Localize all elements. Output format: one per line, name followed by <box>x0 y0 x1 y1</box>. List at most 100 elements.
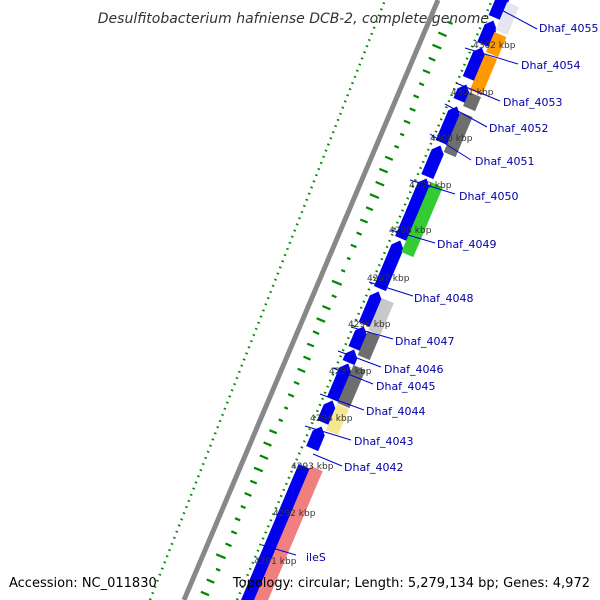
gc-dash <box>268 429 278 435</box>
gene-feature-gene-forward[interactable] <box>421 145 444 180</box>
gc-dash <box>249 479 258 485</box>
gc-dash <box>422 69 431 75</box>
tick-label: 4293 kbp <box>291 462 334 472</box>
accession-text: Accession: NC_011830 <box>9 576 157 591</box>
gene-feature-gene-forward[interactable] <box>306 426 325 452</box>
gene-label-dhaf-4055[interactable]: Dhaf_4055 <box>539 22 599 35</box>
gc-dash <box>215 553 226 560</box>
gc-dash <box>378 167 389 174</box>
tick-label: 4296 kbp <box>348 320 391 330</box>
genome-summary-text: Topology: circular; Length: 5,279,134 bp… <box>232 576 590 591</box>
gene-feature-gene-forward[interactable] <box>462 47 486 82</box>
gc-dash <box>287 393 295 398</box>
tick-label: 4291 kbp <box>254 557 297 567</box>
gc-dash <box>215 567 221 572</box>
gene-feature-yellow[interactable] <box>326 404 349 436</box>
gene-feature-dark-gray[interactable] <box>357 331 380 361</box>
gene-label-dhaf-4050[interactable]: Dhaf_4050 <box>459 190 519 203</box>
gene-label-dhaf-4047[interactable]: Dhaf_4047 <box>395 335 455 348</box>
gc-dash <box>432 43 442 50</box>
gene-label-dhaf-4053[interactable]: Dhaf_4053 <box>503 96 563 109</box>
gene-label-ileS[interactable]: ileS <box>306 551 326 564</box>
tick-label: 4292 kbp <box>273 509 316 519</box>
gene-feature-lavender[interactable] <box>495 2 520 36</box>
gene-label-dhaf-4048[interactable]: Dhaf_4048 <box>414 292 474 305</box>
gene-label-dhaf-4054[interactable]: Dhaf_4054 <box>521 59 581 72</box>
gc-dash <box>283 406 289 410</box>
backbone-line <box>181 0 441 600</box>
gene-feature-gene-forward[interactable] <box>395 178 430 242</box>
gc-dash <box>384 155 394 161</box>
gc-dash <box>394 144 400 149</box>
gc-dash <box>369 193 380 200</box>
gc-dash <box>375 180 385 187</box>
tick-label: 4298 kbp <box>389 226 432 236</box>
gc-dash <box>297 367 306 374</box>
gene-feature-dark-gray[interactable] <box>337 365 366 409</box>
gene-feature-dark-gray[interactable] <box>463 92 481 112</box>
gc-dash <box>428 56 436 62</box>
gc-content-dashes <box>200 20 454 597</box>
gc-dash <box>350 243 357 249</box>
gc-dash <box>234 517 241 522</box>
gc-dash <box>322 304 331 311</box>
label-leader-lines <box>261 5 538 556</box>
gene-label-dhaf-4046[interactable]: Dhaf_4046 <box>384 363 444 376</box>
gene-label-dhaf-4045[interactable]: Dhaf_4045 <box>376 380 436 393</box>
gc-dash <box>418 82 425 87</box>
gene-feature-gene-forward[interactable] <box>241 464 311 600</box>
map-title: Desulfitobacterium hafniense DCB-2, comp… <box>98 11 489 27</box>
gc-dash <box>244 491 252 497</box>
gc-dash <box>259 454 269 460</box>
gc-dash <box>409 107 416 112</box>
gc-dash <box>293 380 300 386</box>
gc-dash <box>230 530 238 535</box>
gene-label-dhaf-4042[interactable]: Dhaf_4042 <box>344 461 404 474</box>
gene-label-dhaf-4043[interactable]: Dhaf_4043 <box>354 435 414 448</box>
tick-label: 4300 kbp <box>430 134 473 144</box>
gc-dash <box>340 268 346 273</box>
gene-feature-gene-forward[interactable] <box>358 291 382 328</box>
gene-feature-orange[interactable] <box>486 32 507 58</box>
gc-dash <box>399 132 405 137</box>
tick-label: 4297 kbp <box>367 274 410 284</box>
gc-dash <box>346 256 351 261</box>
gene-labels: ileS Dhaf_4042 Dhaf_4043 Dhaf_4044 Dhaf_… <box>306 22 599 564</box>
gene-label-dhaf-4051[interactable]: Dhaf_4051 <box>475 155 535 168</box>
gene-feature-green[interactable] <box>401 182 443 258</box>
gc-dash <box>359 218 369 224</box>
gene-feature-dark-gray[interactable] <box>443 112 473 158</box>
gene-feature-salmon[interactable] <box>254 466 323 600</box>
gc-dash <box>447 20 454 25</box>
gc-dash <box>312 330 320 336</box>
gc-dash <box>303 355 311 361</box>
gc-dash <box>253 466 264 473</box>
gene-feature-gene-forward[interactable] <box>435 106 461 146</box>
gene-label-dhaf-4049[interactable]: Dhaf_4049 <box>437 238 497 251</box>
gc-dash <box>316 317 326 323</box>
tick-label: 4295 kbp <box>329 367 372 377</box>
gene-features <box>241 0 520 600</box>
gene-feature-gene-forward[interactable] <box>488 0 510 21</box>
gene-feature-light-gray[interactable] <box>368 298 394 336</box>
tick-label: 4294 kbp <box>310 414 353 424</box>
gc-dash <box>206 578 215 584</box>
gene-feature-orange[interactable] <box>469 54 498 96</box>
gene-feature-gene-forward[interactable] <box>342 349 358 366</box>
gc-dash <box>263 441 272 447</box>
gene-feature-gene-forward[interactable] <box>453 84 470 104</box>
gc-dash <box>413 94 420 99</box>
gene-label-dhaf-4044[interactable]: Dhaf_4044 <box>366 405 426 418</box>
gc-dash <box>356 231 363 236</box>
gene-label-dhaf-4052[interactable]: Dhaf_4052 <box>489 122 549 135</box>
gc-dash <box>200 590 210 597</box>
gc-dash <box>240 504 246 510</box>
gc-dash <box>365 206 374 212</box>
gc-dash <box>278 418 284 423</box>
tick-label: 4301 kbp <box>451 88 494 98</box>
gc-dash <box>437 31 448 38</box>
gene-feature-gene-forward[interactable] <box>373 240 404 292</box>
gc-dash <box>331 294 337 299</box>
gc-dash <box>331 279 343 286</box>
